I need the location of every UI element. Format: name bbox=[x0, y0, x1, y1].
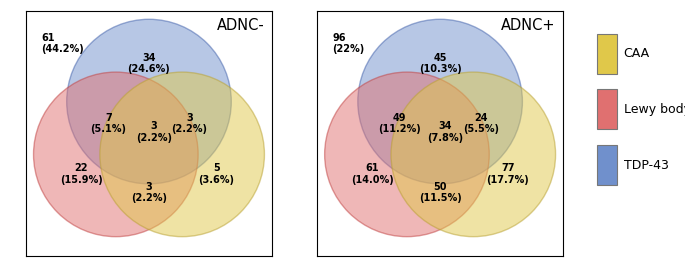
Circle shape bbox=[34, 72, 198, 237]
Text: 34
(7.8%): 34 (7.8%) bbox=[427, 121, 463, 143]
Circle shape bbox=[100, 72, 264, 237]
Text: Lewy body: Lewy body bbox=[623, 103, 685, 116]
Circle shape bbox=[325, 72, 489, 237]
Circle shape bbox=[391, 72, 556, 237]
Text: ADNC-: ADNC- bbox=[216, 18, 264, 33]
FancyBboxPatch shape bbox=[597, 34, 616, 74]
Text: 24
(5.5%): 24 (5.5%) bbox=[462, 113, 499, 135]
Text: 96
(22%): 96 (22%) bbox=[332, 33, 364, 54]
Circle shape bbox=[66, 19, 232, 184]
Circle shape bbox=[358, 19, 523, 184]
Text: 3
(2.2%): 3 (2.2%) bbox=[131, 182, 167, 203]
Text: 22
(15.9%): 22 (15.9%) bbox=[60, 163, 103, 185]
Text: 5
(3.6%): 5 (3.6%) bbox=[199, 163, 234, 185]
Text: 77
(17.7%): 77 (17.7%) bbox=[486, 163, 529, 185]
Text: 49
(11.2%): 49 (11.2%) bbox=[378, 113, 421, 135]
Text: 7
(5.1%): 7 (5.1%) bbox=[90, 113, 127, 135]
Text: 45
(10.3%): 45 (10.3%) bbox=[419, 53, 462, 74]
Text: 34
(24.6%): 34 (24.6%) bbox=[127, 53, 171, 74]
Text: 3
(2.2%): 3 (2.2%) bbox=[171, 113, 208, 135]
FancyBboxPatch shape bbox=[597, 89, 616, 129]
Text: CAA: CAA bbox=[623, 48, 650, 60]
Text: 3
(2.2%): 3 (2.2%) bbox=[136, 121, 172, 143]
Text: 50
(11.5%): 50 (11.5%) bbox=[419, 182, 462, 203]
Text: TDP-43: TDP-43 bbox=[623, 159, 669, 171]
Text: 61
(44.2%): 61 (44.2%) bbox=[41, 33, 84, 54]
Text: ADNC+: ADNC+ bbox=[501, 18, 556, 33]
FancyBboxPatch shape bbox=[597, 145, 616, 185]
Text: 61
(14.0%): 61 (14.0%) bbox=[351, 163, 394, 185]
